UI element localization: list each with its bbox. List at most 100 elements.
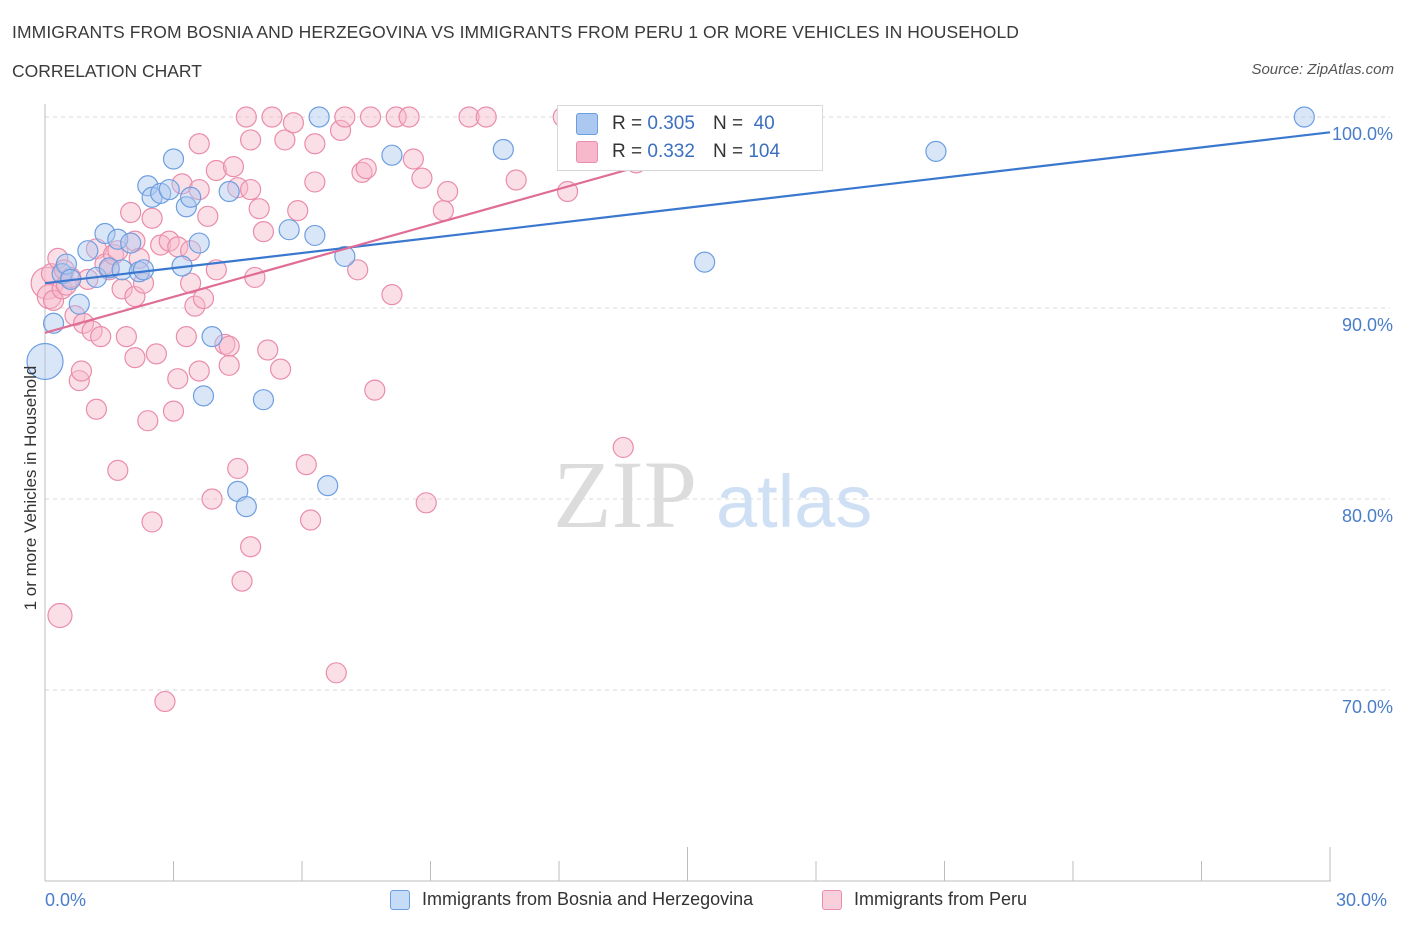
legend-label-peru: Immigrants from Peru (854, 889, 1028, 909)
bosnia-point (180, 186, 202, 208)
legend-item-peru: Immigrants from Peru (822, 889, 1027, 910)
bosnia-point (218, 180, 240, 203)
peru-point (248, 198, 270, 220)
bosnia-point (162, 148, 185, 170)
legend-n-value: 104 (748, 141, 781, 162)
peru-point (188, 178, 210, 201)
peru-point (141, 207, 163, 229)
peru-point (269, 358, 292, 380)
peru-point (218, 335, 240, 357)
bosnia-point (252, 389, 275, 411)
peru-point (90, 326, 112, 348)
legend-r-label: R = (612, 113, 643, 134)
y-tick-label: 100.0% (1332, 124, 1393, 144)
x-tick-label-min: 0.0% (45, 890, 87, 910)
peru-point (351, 161, 373, 183)
legend-swatch-peru (576, 141, 598, 163)
correlation-legend: R = 0.305 N = 40 R = 0.332 N = 104 (557, 105, 823, 171)
bosnia-point (304, 224, 326, 247)
bosnia-point (107, 228, 129, 250)
peru-point (252, 221, 275, 243)
legend-swatch-bosnia (576, 113, 598, 135)
peru-point (175, 326, 197, 348)
legend-r-label: R = (612, 141, 643, 162)
peru-point (556, 180, 579, 203)
watermark-atlas: atlas (716, 460, 872, 543)
peru-point (188, 133, 210, 155)
legend-r-value: 0.305 (647, 113, 695, 134)
peru-point (42, 289, 65, 311)
legend-n-value: 40 (753, 113, 775, 134)
peru-point (437, 180, 459, 203)
source-credit: Source: ZipAtlas.com (1251, 61, 1394, 78)
legend-label-bosnia: Immigrants from Bosnia and Herzegovina (422, 889, 754, 909)
y-tick-label: 80.0% (1342, 506, 1393, 526)
peru-point (145, 343, 167, 365)
bosnia-point (492, 138, 514, 161)
legend-n-label: N = (712, 113, 744, 134)
peru-point (261, 106, 283, 128)
peru-point (124, 347, 146, 369)
peru-point (411, 167, 433, 189)
peru-point (240, 536, 262, 558)
peru-point (329, 119, 352, 141)
peru-point (257, 339, 279, 361)
peru-point (325, 662, 347, 684)
peru-point (359, 106, 382, 128)
peru-point (295, 454, 317, 476)
legend-swatch-bosnia (390, 889, 410, 910)
peru-point (141, 511, 163, 533)
peru-point (205, 259, 227, 281)
bosnia-point (137, 175, 159, 197)
series-bosnia-points (26, 106, 1315, 518)
bosnia-point (188, 232, 210, 254)
peru-point (398, 106, 420, 128)
peru-point (304, 133, 326, 155)
bosnia-point (94, 222, 116, 245)
peru-point (137, 410, 159, 432)
watermark: ZIP atlas (553, 441, 872, 548)
legend-swatch-peru (822, 889, 842, 910)
legend-row-bosnia: R = 0.305 N = 40 (576, 113, 775, 135)
bosnia-point (192, 385, 215, 407)
bosnia-point (381, 144, 403, 166)
peru-point (222, 156, 245, 178)
bosnia-point (278, 219, 300, 241)
peru-point (85, 398, 108, 420)
peru-point (70, 360, 93, 382)
peru-point (355, 157, 377, 180)
chart-title: IMMIGRANTS FROM BOSNIA AND HERZEGOVINA V… (12, 22, 1020, 42)
bosnia-point (694, 251, 716, 273)
bosnia-point (235, 496, 257, 518)
bosnia-point (77, 240, 99, 262)
peru-point (282, 112, 305, 134)
peru-point (167, 368, 189, 390)
bosnia-point (1293, 106, 1315, 128)
chart-subtitle: CORRELATION CHART (12, 61, 202, 81)
peru-point (227, 457, 249, 480)
peru-point (111, 278, 133, 300)
y-tick-labels: 100.0% 90.0% 80.0% 70.0% (1332, 124, 1393, 717)
peru-point (171, 173, 193, 195)
peru-point (347, 259, 369, 281)
peru-point (299, 509, 322, 531)
peru-point (115, 326, 137, 348)
bosnia-point (158, 178, 180, 201)
peru-point (287, 199, 309, 222)
peru-point (188, 360, 210, 382)
peru-point (381, 284, 403, 306)
gridlines (45, 116, 1390, 691)
bosnia-point (68, 293, 90, 315)
peru-point (162, 400, 185, 422)
peru-point (244, 266, 266, 289)
y-tick-label: 90.0% (1342, 315, 1393, 335)
y-axis-label: 1 or more Vehicles in Household (21, 365, 40, 611)
peru-point (364, 379, 386, 401)
peru-point (505, 169, 527, 191)
legend-r-value: 0.332 (647, 141, 695, 162)
peru-point (475, 106, 497, 128)
legend-item-bosnia: Immigrants from Bosnia and Herzegovina (390, 889, 753, 910)
legend-n-label: N = (712, 141, 744, 162)
peru-point (197, 205, 219, 227)
